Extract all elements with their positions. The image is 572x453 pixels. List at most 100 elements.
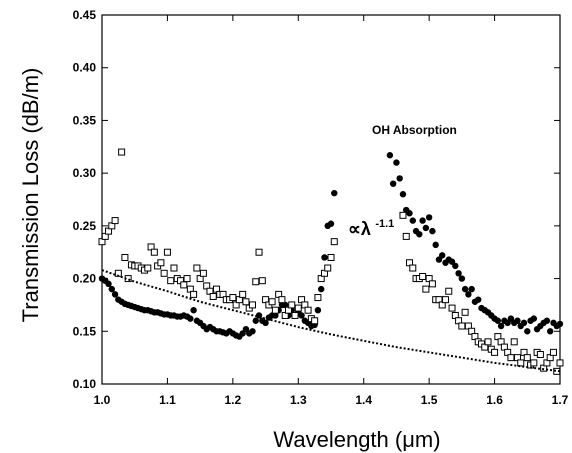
data-point-circle — [327, 220, 335, 227]
data-point-circle — [514, 317, 521, 324]
data-point-square — [288, 301, 296, 309]
data-point-square — [229, 294, 237, 302]
data-point-square — [409, 264, 417, 272]
data-point-circle — [262, 319, 269, 327]
series-filled-circle — [98, 152, 564, 340]
data-point-circle — [524, 328, 531, 335]
data-point-square — [258, 277, 266, 285]
data-point-square — [327, 253, 335, 261]
data-point-circle — [452, 262, 459, 270]
data-point-square — [491, 348, 499, 356]
data-point-circle — [314, 307, 322, 314]
y-tick-label: 0.40 — [73, 61, 97, 75]
data-point-circle — [282, 301, 289, 309]
data-point-circle — [190, 307, 197, 314]
data-point-square — [268, 298, 276, 306]
y-tick-label: 0.20 — [73, 272, 97, 286]
data-point-square — [311, 317, 319, 325]
power-law-exponent: -1.1 — [375, 218, 394, 230]
data-point-square — [121, 253, 129, 261]
data-point-square — [510, 338, 518, 346]
data-point-circle — [406, 210, 413, 217]
data-point-square — [183, 275, 191, 283]
data-point-square — [271, 306, 279, 314]
data-point-square — [291, 311, 299, 319]
data-point-circle — [461, 285, 469, 293]
data-point-circle — [386, 152, 394, 159]
x-tick-label: 1.3 — [290, 393, 307, 407]
data-point-circle — [317, 285, 325, 293]
data-point-square — [252, 278, 260, 286]
data-point-square — [118, 148, 126, 156]
data-point-circle — [494, 317, 502, 324]
x-tick-label: 1.6 — [486, 393, 503, 407]
series-dotted-line — [101, 269, 561, 373]
data-point-circle — [409, 217, 416, 224]
data-point-square — [536, 350, 544, 358]
data-point-square — [239, 290, 247, 298]
data-point-circle — [396, 175, 403, 182]
data-point-circle — [497, 322, 505, 330]
data-point-square — [448, 304, 456, 312]
data-point-square — [199, 269, 207, 277]
data-point-circle — [425, 214, 433, 221]
data-point-circle — [321, 254, 328, 261]
data-point-square — [242, 298, 250, 306]
data-point-square — [160, 269, 168, 277]
ohabsorption-annotation: OH Absorption — [372, 123, 457, 137]
data-point-circle — [422, 224, 430, 232]
data-point-circle — [111, 291, 119, 298]
data-point-circle — [393, 159, 400, 166]
x-tick-label: 1.5 — [421, 393, 438, 407]
y-tick-label: 0.35 — [73, 113, 97, 127]
data-point-circle — [439, 252, 446, 259]
axes: 1.0 1.1 1.2 1.3 1.4 1.5 1.6 1.7 0.10 0.15 0.20 0.25… — [73, 8, 569, 407]
data-point-square — [157, 259, 165, 267]
data-point-square — [419, 272, 427, 280]
data-point-square — [150, 248, 158, 256]
x-tick-label: 1.7 — [552, 393, 569, 407]
data-point-circle — [252, 317, 259, 324]
plot-frame — [101, 14, 561, 385]
data-point-square — [442, 296, 449, 304]
data-point-square — [507, 354, 515, 362]
data-point-square — [167, 277, 175, 285]
data-point-circle — [556, 320, 564, 328]
data-point-square — [193, 264, 201, 272]
y-tick-label: 0.45 — [73, 8, 97, 22]
power-law-prefix: ∝λ — [348, 219, 371, 239]
data-point-square — [294, 304, 302, 312]
data-point-circle — [108, 285, 116, 293]
series-layer — [98, 148, 564, 375]
data-point-circle — [105, 280, 112, 288]
data-point-circle — [543, 317, 551, 324]
data-point-circle — [298, 312, 305, 319]
y-tick-label: 0.10 — [73, 377, 97, 391]
data-point-circle — [432, 241, 439, 249]
x-tick-label: 1.0 — [94, 393, 111, 407]
data-point-square — [458, 322, 466, 330]
data-point-square — [422, 285, 430, 293]
y-axis-label: Transmission Loss (dB/m) — [18, 68, 43, 323]
data-point-square — [399, 211, 407, 219]
data-point-square — [517, 359, 525, 367]
data-point-square — [111, 217, 119, 225]
data-point-square — [163, 248, 171, 256]
data-point-circle — [419, 217, 426, 224]
data-point-circle — [546, 328, 554, 335]
data-point-circle — [465, 291, 472, 298]
data-point-square — [324, 264, 332, 272]
data-point-square — [461, 308, 469, 316]
data-point-square — [248, 301, 256, 309]
data-point-circle — [249, 328, 256, 335]
data-point-circle — [272, 312, 279, 319]
x-tick-label: 1.1 — [159, 393, 176, 407]
data-point-circle — [468, 285, 475, 293]
data-point-circle — [475, 296, 482, 303]
data-point-square — [180, 281, 188, 289]
power-law-annotation: ∝λ -1.1 — [348, 218, 394, 239]
data-point-square — [144, 264, 152, 272]
data-point-square — [330, 238, 338, 246]
data-point-circle — [520, 319, 528, 327]
data-point-square — [304, 306, 312, 314]
